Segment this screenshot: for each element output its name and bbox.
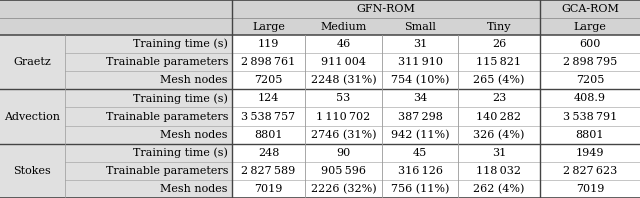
Text: 905 596: 905 596: [321, 166, 366, 176]
Text: Large: Large: [573, 22, 607, 31]
Bar: [0, 89, 65, 144]
Text: 46: 46: [337, 39, 351, 49]
Bar: [232, 108, 640, 126]
Text: 34: 34: [413, 93, 427, 103]
Text: 124: 124: [258, 93, 279, 103]
Text: 265 (4%): 265 (4%): [474, 75, 525, 85]
Text: 7019: 7019: [576, 184, 604, 194]
Bar: [0, 180, 232, 198]
Text: 316 126: 316 126: [397, 166, 442, 176]
Text: 7205: 7205: [576, 75, 604, 85]
Text: Large: Large: [252, 22, 285, 31]
Bar: [0, 35, 232, 53]
Text: Training time (s): Training time (s): [133, 148, 228, 158]
Bar: [0, 108, 232, 126]
Bar: [232, 126, 640, 144]
Text: Trainable parameters: Trainable parameters: [106, 166, 228, 176]
Text: 754 (10%): 754 (10%): [391, 75, 449, 85]
Text: 3 538 791: 3 538 791: [563, 111, 617, 122]
Bar: [232, 162, 640, 180]
Text: 262 (4%): 262 (4%): [474, 184, 525, 194]
Bar: [232, 89, 640, 108]
Text: 2746 (31%): 2746 (31%): [311, 129, 376, 140]
Text: 31: 31: [492, 148, 506, 158]
Text: 2 827 623: 2 827 623: [563, 166, 617, 176]
Text: 140 282: 140 282: [477, 111, 522, 122]
Text: Small: Small: [404, 22, 436, 31]
Bar: [0, 18, 640, 35]
Bar: [0, 35, 65, 89]
Text: 942 (11%): 942 (11%): [391, 129, 449, 140]
Text: 2 898 761: 2 898 761: [241, 57, 296, 67]
Text: 31: 31: [413, 39, 427, 49]
Text: 1 110 702: 1 110 702: [316, 111, 371, 122]
Bar: [232, 144, 640, 162]
Text: 7019: 7019: [254, 184, 283, 194]
Bar: [0, 144, 232, 162]
Bar: [232, 35, 640, 53]
Text: 90: 90: [337, 148, 351, 158]
Text: 408.9: 408.9: [574, 93, 606, 103]
Bar: [232, 71, 640, 89]
Text: GCA-ROM: GCA-ROM: [561, 4, 619, 14]
Text: 311 910: 311 910: [397, 57, 442, 67]
Bar: [0, 53, 232, 71]
Text: Advection: Advection: [4, 111, 61, 122]
Text: Mesh nodes: Mesh nodes: [161, 75, 228, 85]
Text: Graetz: Graetz: [13, 57, 51, 67]
Text: 2226 (32%): 2226 (32%): [310, 184, 376, 194]
Text: 2 898 795: 2 898 795: [563, 57, 617, 67]
Bar: [0, 126, 232, 144]
Text: 326 (4%): 326 (4%): [474, 129, 525, 140]
Text: 23: 23: [492, 93, 506, 103]
Bar: [0, 144, 65, 198]
Text: Stokes: Stokes: [13, 166, 51, 176]
Text: 8801: 8801: [576, 130, 604, 140]
Text: Trainable parameters: Trainable parameters: [106, 111, 228, 122]
Text: Medium: Medium: [320, 22, 367, 31]
Text: 387 298: 387 298: [397, 111, 442, 122]
Text: Mesh nodes: Mesh nodes: [161, 184, 228, 194]
Text: 119: 119: [258, 39, 279, 49]
Bar: [0, 162, 232, 180]
Text: Mesh nodes: Mesh nodes: [161, 130, 228, 140]
Text: Training time (s): Training time (s): [133, 39, 228, 49]
Text: 26: 26: [492, 39, 506, 49]
Text: 756 (11%): 756 (11%): [391, 184, 449, 194]
Bar: [232, 180, 640, 198]
Text: Trainable parameters: Trainable parameters: [106, 57, 228, 67]
Text: 248: 248: [258, 148, 279, 158]
Bar: [232, 53, 640, 71]
Bar: [0, 71, 232, 89]
Text: 600: 600: [579, 39, 601, 49]
Text: 1949: 1949: [576, 148, 604, 158]
Text: 911 004: 911 004: [321, 57, 366, 67]
Text: Tiny: Tiny: [487, 22, 511, 31]
Bar: [0, 0, 640, 18]
Bar: [0, 89, 232, 108]
Text: GFN-ROM: GFN-ROM: [356, 4, 415, 14]
Text: 8801: 8801: [254, 130, 283, 140]
Text: 115 821: 115 821: [477, 57, 522, 67]
Text: Training time (s): Training time (s): [133, 93, 228, 104]
Text: 2 827 589: 2 827 589: [241, 166, 296, 176]
Text: 45: 45: [413, 148, 427, 158]
Text: 53: 53: [337, 93, 351, 103]
Text: 2248 (31%): 2248 (31%): [310, 75, 376, 85]
Text: 3 538 757: 3 538 757: [241, 111, 296, 122]
Text: 118 032: 118 032: [477, 166, 522, 176]
Text: 7205: 7205: [254, 75, 283, 85]
